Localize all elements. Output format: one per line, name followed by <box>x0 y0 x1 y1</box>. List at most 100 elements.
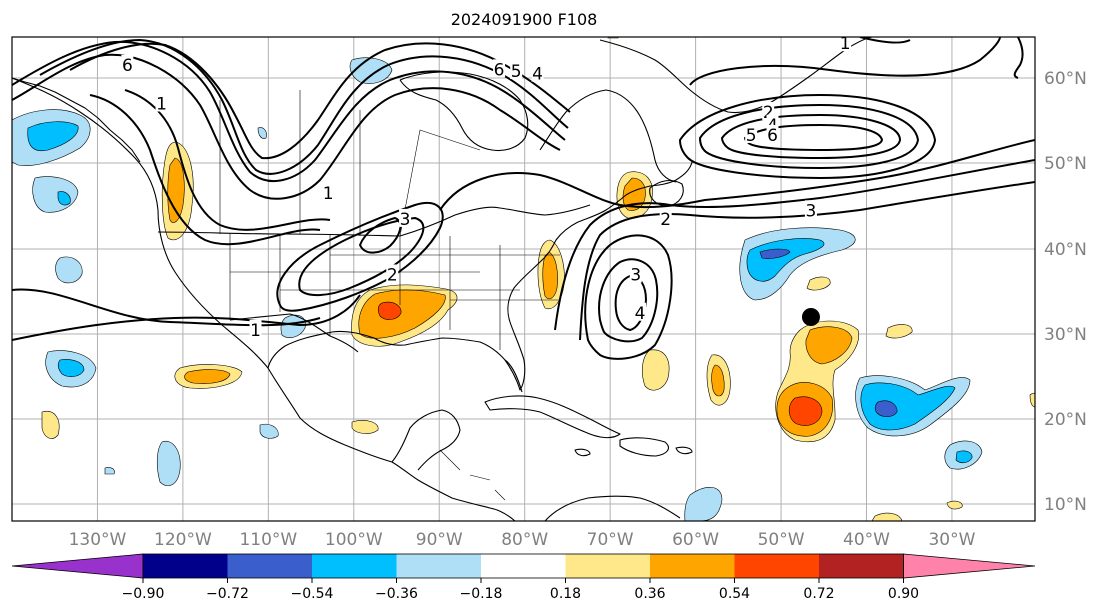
contour-label-bg <box>399 208 412 227</box>
coastline-gulf <box>267 161 693 391</box>
coastline-newfoundland <box>649 179 684 207</box>
contour <box>743 123 884 152</box>
contour <box>579 181 1035 341</box>
anomaly-positive <box>788 396 823 426</box>
contour-label-bg <box>634 302 647 321</box>
contour <box>720 113 902 160</box>
anomaly-negative <box>860 382 956 431</box>
coastline-south-america <box>544 495 681 521</box>
map-title: 2024091900 F108 <box>450 10 598 29</box>
lat-label: 20°N <box>1044 410 1087 430</box>
colorbar-frame <box>142 553 904 579</box>
colorbar-tick-label: 0.72 <box>803 586 834 602</box>
contour <box>358 216 402 254</box>
colorbar-tick-label: −0.90 <box>122 586 165 602</box>
contour-label: 6 <box>494 60 505 80</box>
anomaly-positive <box>641 349 670 391</box>
contour-label: 3 <box>630 266 641 286</box>
contour <box>276 202 444 312</box>
contour-label-bg <box>322 183 335 202</box>
lon-label: 120°W <box>154 530 212 550</box>
colorbar-segment <box>565 554 650 578</box>
contour <box>89 94 321 246</box>
latitude-labels: 60°N 50°N 40°N 30°N 20°N 10°N <box>1044 69 1087 515</box>
contour-label-bg <box>510 61 523 80</box>
contour-label-bg <box>629 264 642 283</box>
contour-label: 3 <box>400 210 411 230</box>
anomaly-negative <box>104 467 115 475</box>
colorbar-segment <box>143 554 228 578</box>
contour <box>614 274 648 332</box>
contour-label: 1 <box>323 184 334 204</box>
lat-label: 40°N <box>1044 240 1087 260</box>
contour-label-bg <box>155 93 168 112</box>
anomaly-negative <box>746 238 825 282</box>
contour-label: 4 <box>635 304 646 324</box>
coastline-hispaniola <box>619 437 669 457</box>
contour-label: 1 <box>156 95 167 115</box>
contour-label: 3 <box>806 201 817 221</box>
contour <box>12 53 561 200</box>
colorbar-tick-label: −0.72 <box>206 586 249 602</box>
lon-label: 110°W <box>239 530 297 550</box>
contour-labels: 616541321342324561 <box>121 34 852 341</box>
contour-label-bg <box>249 319 262 338</box>
contour-label: 5 <box>511 62 522 82</box>
contour-label-bg <box>386 264 399 283</box>
anomaly-positive <box>806 276 831 291</box>
anomaly-positive <box>885 324 913 339</box>
contour <box>1013 37 1024 79</box>
colorbar-tick-label: −0.36 <box>375 586 418 602</box>
contour-label-bg <box>659 208 672 227</box>
colorbar-segment <box>396 554 481 578</box>
contour <box>69 42 571 160</box>
anomaly-positive <box>41 410 60 439</box>
contour-label-bg <box>745 124 758 143</box>
colorbar-tick-label: 0.54 <box>719 586 750 602</box>
coastline-labrador <box>539 89 677 183</box>
contour-label: 2 <box>660 210 671 230</box>
contour-label-bg <box>839 37 852 52</box>
colorbar: −0.90 −0.72 −0.54 −0.36 −0.18 0.18 0.36 0.54 0.7… <box>11 553 1036 602</box>
longitude-labels: 130°W 120°W 110°W 100°W 90°W 80°W 70°W 60°W 50°W… <box>69 530 976 550</box>
shaded-anomalies <box>12 37 1035 521</box>
anomaly-negative <box>759 248 791 259</box>
contour <box>689 37 1001 86</box>
border-us-canada <box>157 204 591 237</box>
contour-label: 1 <box>840 34 851 54</box>
contour <box>12 294 361 341</box>
anomaly-positive <box>351 420 379 434</box>
contour <box>698 103 920 170</box>
contour <box>124 89 331 231</box>
colorbar-segment <box>312 554 397 578</box>
lon-label: 50°W <box>758 530 805 550</box>
colorbar-tick-label: 0.90 <box>888 586 919 602</box>
contour <box>12 288 321 327</box>
contour <box>678 93 937 180</box>
anomaly-negative <box>55 256 83 284</box>
lat-label: 30°N <box>1044 325 1087 345</box>
contour-label-bg <box>766 124 779 143</box>
contour-label: 1 <box>250 321 261 341</box>
anomaly-negative <box>257 127 267 139</box>
height-contours <box>12 37 1035 360</box>
lat-label: 10°N <box>1044 495 1087 515</box>
contour <box>298 216 425 296</box>
colorbar-extend-low <box>11 553 144 579</box>
colorbar-tick-label: 0.36 <box>634 586 665 602</box>
anomaly-negative <box>684 487 723 521</box>
coastlines-borders <box>12 37 873 521</box>
coastline-alaska-islands <box>12 77 141 163</box>
lon-label: 90°W <box>416 530 463 550</box>
lon-label: 80°W <box>501 530 548 550</box>
colorbar-tick-label: −0.54 <box>291 586 334 602</box>
lon-label: 60°W <box>672 530 719 550</box>
colorbar-tick-label: −0.18 <box>460 586 503 602</box>
anomaly-positive <box>167 157 185 223</box>
central-america-borders <box>439 449 506 501</box>
coastline-north-america <box>12 77 516 521</box>
anomaly-negative <box>955 450 973 464</box>
map-panel: 616541321342324561 <box>11 34 1036 522</box>
contour <box>859 37 911 44</box>
anomaly-positive <box>377 301 402 320</box>
